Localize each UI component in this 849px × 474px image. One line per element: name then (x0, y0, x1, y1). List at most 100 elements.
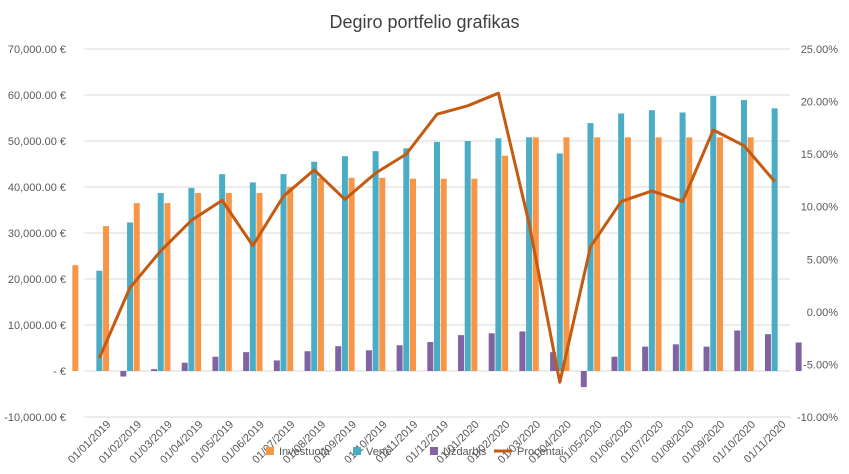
left-axis-labels: -10,000.00 € - € 10,000.00 € 20,000.00 € 30,… (4, 44, 66, 424)
bar-vert- (679, 112, 686, 371)
bar-u-darbis (365, 350, 372, 371)
bar-vert- (740, 100, 747, 371)
right-tick-label: 20.00% (801, 97, 839, 109)
bar-vert- (771, 108, 778, 371)
bar-u-darbis (580, 371, 587, 388)
right-axis-labels: -10.00% -5.00% 0.00% 5.00% 10.00% 15.00% 20.00… (797, 44, 838, 424)
bar-investuota (348, 177, 355, 371)
legend-label: Uždarbis (443, 446, 487, 458)
bar-u-darbis (273, 360, 280, 371)
right-tick-label: 5.00% (807, 254, 838, 266)
bar-u-darbis (181, 362, 188, 371)
bar-vert- (188, 187, 195, 371)
bar-investuota (103, 226, 110, 371)
bar-investuota (563, 137, 570, 371)
left-tick-label: 30,000.00 € (8, 228, 66, 240)
bar-investuota (225, 192, 232, 371)
bar-u-darbis (427, 342, 434, 371)
bar-vert- (710, 95, 717, 372)
bar-investuota (133, 203, 140, 371)
legend-swatch (266, 447, 274, 455)
bar-u-darbis (243, 352, 250, 371)
bar-investuota (440, 178, 447, 371)
bar-vert- (556, 153, 563, 371)
left-tick-label: 20,000.00 € (8, 274, 66, 286)
bar-investuota (594, 137, 601, 371)
percent-line (97, 91, 776, 384)
bar-investuota (287, 187, 294, 371)
right-tick-label: -5.00% (803, 359, 838, 371)
legend-label: Investuota (279, 446, 331, 458)
x-axis-labels: 01/01/201901/02/201901/03/201901/04/2019… (66, 419, 789, 466)
bars (72, 95, 802, 388)
bar-u-darbis (795, 342, 802, 371)
bar-vert- (219, 174, 226, 371)
bar-vert- (249, 182, 256, 371)
bar-vert- (618, 113, 625, 372)
bar-u-darbis (120, 371, 127, 377)
left-tick-label: 40,000.00 € (8, 182, 66, 194)
left-tick-label: 60,000.00 € (8, 90, 66, 102)
bar-vert- (434, 141, 440, 371)
right-tick-label: 10.00% (801, 202, 839, 214)
bar-u-darbis (151, 369, 158, 371)
bar-vert- (341, 156, 348, 371)
bar-investuota (502, 155, 509, 371)
bar-u-darbis (764, 334, 771, 371)
bar-u-darbis (519, 331, 526, 371)
bar-vert- (526, 137, 533, 371)
legend-label: Procentai (517, 446, 563, 458)
bar-u-darbis (703, 346, 710, 371)
legend: Investuota Vertė Uždarbis Procentai (266, 446, 563, 458)
right-tick-label: 25.00% (801, 44, 839, 56)
bar-investuota (747, 137, 754, 371)
bar-vert- (495, 138, 502, 371)
bar-vert- (96, 270, 103, 371)
chart-title: Degiro portfelio grafikas (329, 12, 519, 32)
bar-u-darbis (335, 346, 342, 371)
bar-u-darbis (734, 330, 741, 371)
bar-vert- (648, 110, 655, 372)
bar-investuota (317, 177, 324, 371)
bar-vert- (311, 161, 318, 371)
bar-investuota (716, 137, 723, 371)
bar-u-darbis (611, 356, 618, 371)
bar-investuota (471, 178, 478, 371)
bar-investuota (655, 137, 662, 371)
left-tick-label: 10,000.00 € (8, 320, 66, 332)
bar-vert- (403, 148, 410, 371)
bar-vert- (464, 141, 471, 371)
right-tick-label: -10.00% (797, 412, 838, 424)
legend-swatch (430, 447, 438, 455)
bar-investuota (195, 192, 202, 371)
left-tick-label: - € (53, 366, 66, 378)
bar-u-darbis (458, 335, 464, 371)
left-tick-label: 50,000.00 € (8, 136, 66, 148)
bar-u-darbis (396, 345, 403, 371)
bar-investuota (410, 178, 416, 371)
bar-investuota (164, 203, 171, 371)
bar-vert- (280, 174, 287, 371)
legend-swatch (353, 447, 361, 455)
right-tick-label: 15.00% (801, 149, 839, 161)
line-procentai (97, 91, 776, 384)
legend-label: Vertė (366, 446, 392, 458)
left-tick-label: -10,000.00 € (4, 412, 66, 424)
bar-investuota (379, 177, 386, 371)
bar-u-darbis (212, 356, 219, 371)
bar-investuota (686, 137, 693, 371)
left-tick-label: 70,000.00 € (8, 44, 66, 56)
bar-u-darbis (550, 352, 557, 371)
bar-u-darbis (672, 344, 679, 371)
bar-vert- (372, 151, 379, 371)
bar-u-darbis (304, 351, 311, 371)
bar-investuota (624, 137, 631, 371)
bar-u-darbis (488, 333, 495, 371)
bar-u-darbis (642, 346, 649, 371)
bar-vert- (127, 222, 134, 371)
bar-investuota (72, 265, 79, 371)
bar-vert- (157, 192, 164, 371)
right-tick-label: 0.00% (807, 307, 838, 319)
bar-investuota (256, 192, 263, 371)
